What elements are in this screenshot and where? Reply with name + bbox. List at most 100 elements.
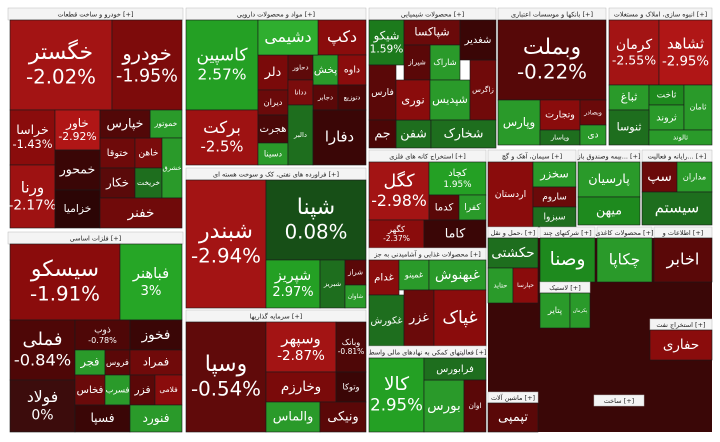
tile[interactable] [395,79,431,121]
tile[interactable] [9,379,76,433]
tile[interactable] [99,109,151,139]
tile[interactable] [134,137,163,169]
sector-title[interactable]: اطلاعات و [+] [662,229,704,237]
tile[interactable] [344,284,367,309]
tile[interactable] [683,84,713,131]
tile[interactable] [641,161,678,193]
tile[interactable] [487,237,539,269]
sector-header[interactable] [593,394,645,407]
tile[interactable] [119,243,183,321]
tile[interactable] [265,259,321,309]
tile[interactable] [9,243,121,321]
tile[interactable] [335,321,367,373]
tile[interactable] [74,374,106,406]
tile[interactable] [512,267,539,304]
tile[interactable] [257,89,289,116]
tile[interactable] [257,19,319,56]
sector-title[interactable]: استخراج کانه های فلزی [+] [389,153,466,161]
tile[interactable] [487,402,539,433]
tile[interactable] [497,99,541,146]
tile[interactable] [337,84,367,111]
tile[interactable] [74,404,131,433]
tile[interactable] [423,219,487,249]
tile[interactable] [312,109,367,166]
tile[interactable] [433,289,487,347]
tile[interactable] [469,59,497,121]
tile[interactable] [129,349,183,376]
sector-title[interactable]: سیمان، آهک و گچ [+] [502,152,562,161]
tile[interactable] [429,79,471,121]
sector-title[interactable]: محصولات غذایی و آشامیدنی به جز [+] [373,250,481,259]
tile[interactable] [337,54,367,86]
tile[interactable] [129,374,156,406]
tile[interactable] [368,294,405,347]
sector-title[interactable]: فلزات اساسی [+] [70,235,122,243]
tile[interactable] [608,84,650,111]
tile[interactable] [539,237,596,283]
sector-title[interactable]: لاستیک [+] [549,284,581,292]
sector-title[interactable]: بانکها و موسسات اعتباری [+] [511,11,593,19]
sector-title[interactable]: حمل و نقل، [+] [491,229,536,237]
tile[interactable] [423,379,465,433]
tile[interactable] [74,319,131,351]
tile[interactable] [579,124,607,146]
tile[interactable] [577,161,641,198]
sector-title[interactable]: استخراج نفت [+] [656,321,705,329]
tile[interactable] [129,404,183,433]
tile[interactable] [185,321,267,433]
tile[interactable] [265,179,367,261]
tile[interactable] [287,104,314,166]
tile[interactable] [111,19,183,111]
tile[interactable] [649,329,713,361]
sector-title[interactable]: فعالیتهای کمکی به نهادهای مالی واسط [+] [369,349,487,357]
tile[interactable] [403,19,461,46]
sector-title[interactable]: مواد و محصولات دارویی [+] [237,11,315,19]
tile[interactable] [319,401,367,433]
sector-title[interactable]: محصولات شیمیایی [+] [401,11,465,19]
tile[interactable] [99,197,183,229]
sector-title[interactable]: بیمه وصندوق باز... [+] [576,153,640,161]
tile[interactable] [257,54,289,91]
tile[interactable] [9,319,76,381]
sector-title[interactable]: ساخت [+] [604,397,634,405]
tile[interactable] [154,374,183,406]
tile[interactable] [185,109,259,166]
tile[interactable] [487,267,514,304]
tile[interactable] [312,54,339,86]
tile[interactable] [577,196,641,226]
tile[interactable] [487,161,534,228]
tile[interactable] [403,44,431,81]
tile[interactable] [648,129,713,146]
tile[interactable] [368,119,397,149]
tile[interactable] [54,189,101,229]
sector-title[interactable]: فراورده های نفتی، کک و سوخت هسته ای [+] [213,171,339,179]
sector-title[interactable]: شرکتهای چند [+] [543,229,591,237]
tile[interactable] [428,161,487,196]
sector-title[interactable]: محصولات کاغذی [+] [595,229,653,237]
tile[interactable] [641,191,713,226]
tile[interactable] [608,109,650,146]
sector-title[interactable]: ماشین آلات [+] [491,393,535,402]
sector-title[interactable]: انبوه سازی، املاک و مستغلات [+] [614,11,707,19]
tile[interactable] [579,99,607,126]
sector-title[interactable]: خودرو و ساخت قطعات [+] [58,11,134,19]
tile[interactable] [532,161,577,188]
tile[interactable] [54,149,101,191]
tile[interactable] [463,379,487,433]
tile[interactable] [569,292,591,329]
tile[interactable] [9,164,56,229]
tile[interactable] [648,104,685,131]
tile[interactable] [423,357,487,381]
tile[interactable] [185,19,259,111]
tile[interactable] [459,19,497,61]
tile[interactable] [185,179,267,309]
tile[interactable] [658,19,713,86]
tile[interactable] [287,54,314,81]
tile[interactable] [368,19,405,66]
tile[interactable] [429,44,461,81]
tile[interactable] [596,237,653,283]
tile[interactable] [312,84,339,111]
sector-title[interactable]: رایانه و فعالیت... [+] [648,153,707,161]
tile[interactable] [319,259,346,309]
sector-title[interactable]: سرمایه گذاریها [+] [250,313,303,321]
